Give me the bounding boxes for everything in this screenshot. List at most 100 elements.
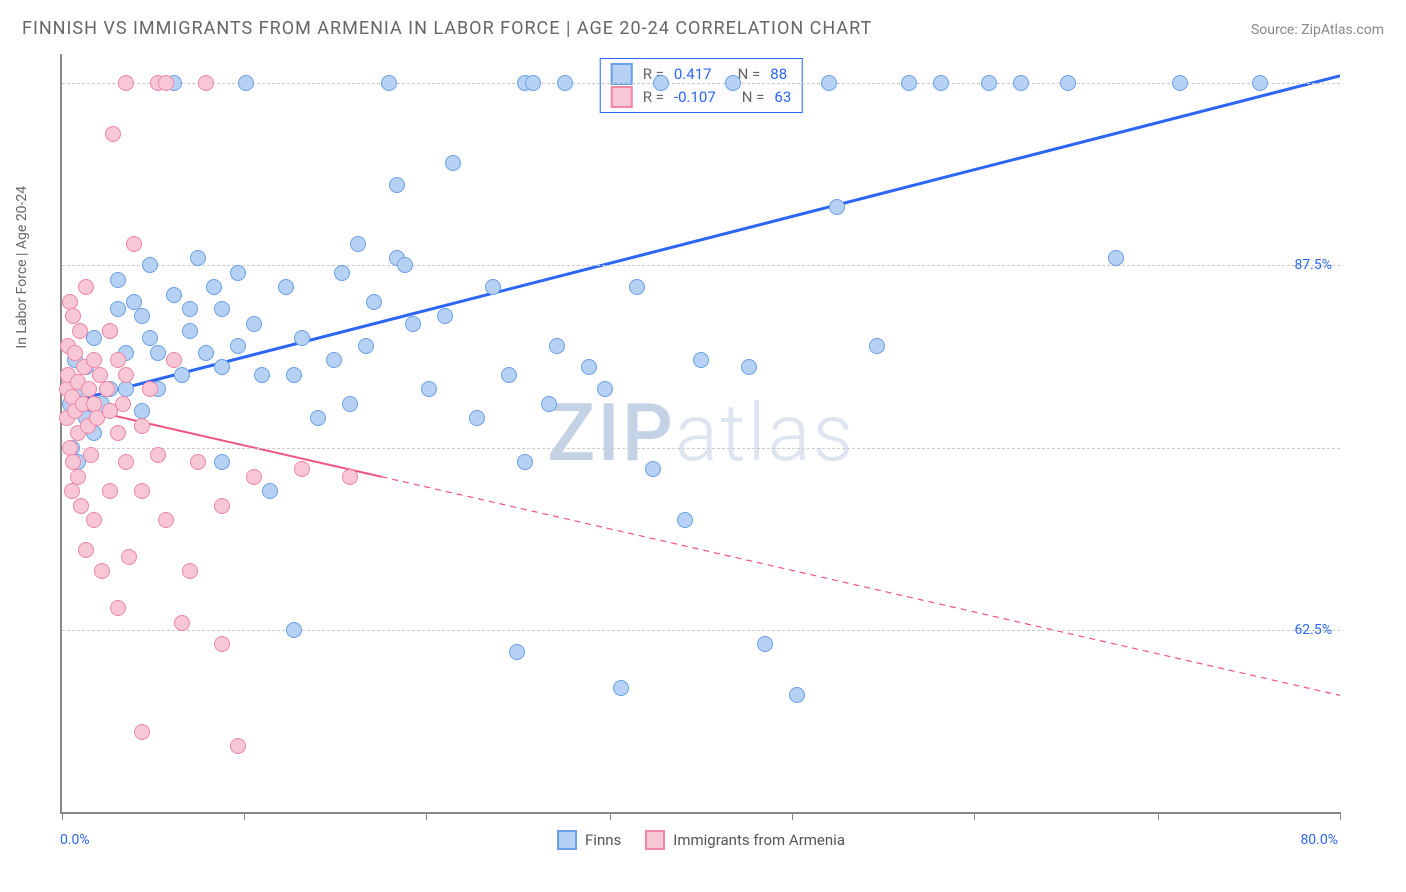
watermark-rest: atlas [675, 386, 855, 480]
data-point [198, 75, 214, 91]
data-point [869, 338, 885, 354]
data-point [789, 687, 805, 703]
data-point [118, 381, 134, 397]
data-point [677, 512, 693, 528]
watermark: ZIPatlas [547, 386, 855, 480]
data-point [829, 199, 845, 215]
data-point [73, 498, 89, 514]
data-point [81, 381, 97, 397]
data-point [86, 330, 102, 346]
data-point [78, 279, 94, 295]
data-point [174, 367, 190, 383]
data-point [485, 279, 501, 295]
data-point [86, 512, 102, 528]
data-point [469, 410, 485, 426]
data-point [741, 359, 757, 375]
data-point [1108, 250, 1124, 266]
header-row: FINNISH VS IMMIGRANTS FROM ARMENIA IN LA… [22, 18, 1384, 39]
data-point [294, 330, 310, 346]
data-point [645, 461, 661, 477]
data-point [70, 469, 86, 485]
data-point [613, 680, 629, 696]
data-point [254, 367, 270, 383]
data-point [901, 75, 917, 91]
data-point [198, 345, 214, 361]
x-tick [244, 812, 245, 820]
data-point [72, 323, 88, 339]
stat-n-label: N = [738, 63, 761, 86]
x-tick-label: 0.0% [60, 832, 90, 848]
data-point [134, 308, 150, 324]
data-point [821, 75, 837, 91]
data-point [158, 512, 174, 528]
data-point [83, 447, 99, 463]
data-point [105, 126, 121, 142]
data-point [67, 345, 83, 361]
data-point [102, 323, 118, 339]
data-point [310, 410, 326, 426]
data-point [981, 75, 997, 91]
data-point [334, 265, 350, 281]
data-point [1013, 75, 1029, 91]
legend-swatch [611, 63, 633, 85]
data-point [214, 301, 230, 317]
data-point [182, 323, 198, 339]
data-point [1060, 75, 1076, 91]
data-point [517, 454, 533, 470]
data-point [62, 440, 78, 456]
data-point [725, 75, 741, 91]
data-point [158, 75, 174, 91]
data-point [509, 644, 525, 660]
y-tick-label: 87.5% [1294, 257, 1332, 273]
data-point [294, 461, 310, 477]
data-point [150, 345, 166, 361]
data-point [278, 279, 294, 295]
legend-swatch [611, 86, 633, 108]
data-point [437, 308, 453, 324]
source-label: Source: [1251, 22, 1298, 38]
data-point [121, 549, 137, 565]
stat-row: R = -0.107 N = 63 [611, 86, 792, 109]
data-point [342, 469, 358, 485]
data-point [230, 338, 246, 354]
data-point [581, 359, 597, 375]
data-point [150, 447, 166, 463]
data-point [397, 257, 413, 273]
data-point [230, 738, 246, 754]
data-point [933, 75, 949, 91]
data-point [342, 396, 358, 412]
data-point [262, 483, 278, 499]
data-point [102, 483, 118, 499]
data-point [110, 301, 126, 317]
data-point [110, 425, 126, 441]
data-point [286, 367, 302, 383]
correlation-stat-box: R = 0.417 N = 88 R = -0.107 N = 63 [600, 58, 803, 113]
data-point [134, 483, 150, 499]
data-point [86, 396, 102, 412]
data-point [182, 301, 198, 317]
data-point [557, 75, 573, 91]
x-tick [610, 812, 611, 820]
data-point [174, 615, 190, 631]
x-tick [974, 812, 975, 820]
x-axis-labels: 0.0%80.0% [60, 832, 1340, 852]
data-point [62, 294, 78, 310]
data-point [230, 265, 246, 281]
data-point [693, 352, 709, 368]
data-point [214, 454, 230, 470]
data-point [653, 75, 669, 91]
data-point [166, 352, 182, 368]
stat-n-value: 63 [774, 86, 791, 109]
plot-area: ZIPatlas R = 0.417 N = 88 R = -0.107 N =… [60, 54, 1340, 814]
x-tick [62, 812, 63, 820]
data-point [501, 367, 517, 383]
data-point [286, 622, 302, 638]
data-point [214, 636, 230, 652]
data-point [110, 600, 126, 616]
data-point [525, 75, 541, 91]
data-point [182, 563, 198, 579]
data-point [115, 396, 131, 412]
data-point [110, 352, 126, 368]
data-point [238, 75, 254, 91]
data-point [206, 279, 222, 295]
